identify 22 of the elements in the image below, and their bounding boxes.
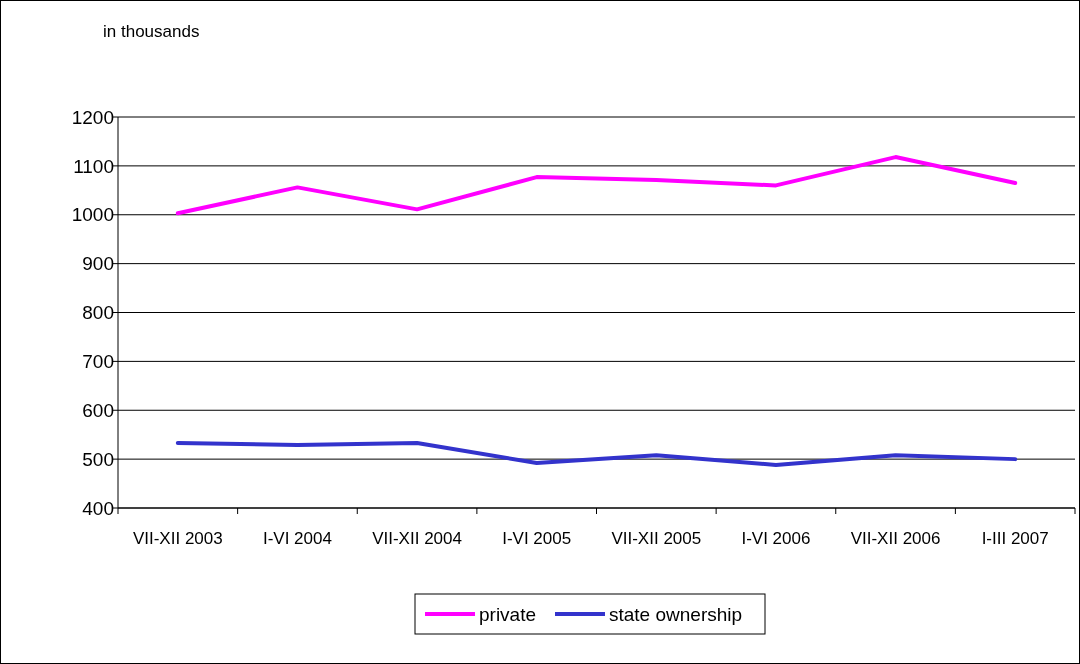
x-tick-label: I-III 2007: [981, 529, 1049, 548]
x-tick-label: I-VI 2005: [502, 529, 572, 548]
y-tick-label: 1000: [71, 204, 114, 226]
y-axis-title: in thousands: [103, 22, 200, 41]
y-tick-label: 500: [82, 448, 114, 470]
line-series: [175, 155, 1018, 216]
x-tick-label: VII-XII 2005: [611, 529, 702, 548]
y-tick-label: 1100: [73, 155, 114, 177]
legend-label: private: [479, 603, 537, 625]
x-tick-label: I-VI 2004: [262, 529, 332, 548]
line-series: [175, 441, 1018, 467]
x-tick-label: VII-XII 2004: [372, 529, 462, 548]
x-tick-label: VII-XII 2006: [850, 529, 941, 548]
x-tick-label: VII-XII 2003: [132, 529, 223, 548]
x-tick-label: I-VI 2006: [741, 529, 811, 548]
y-tick-label: 600: [82, 399, 114, 421]
y-tick-label: 1200: [71, 106, 114, 128]
y-tick-label: 400: [82, 497, 114, 519]
y-tick-label: 700: [82, 351, 114, 373]
y-tick-label: 900: [82, 253, 114, 275]
legend-label: state ownership: [609, 603, 743, 625]
y-tick-label: 800: [82, 302, 114, 324]
